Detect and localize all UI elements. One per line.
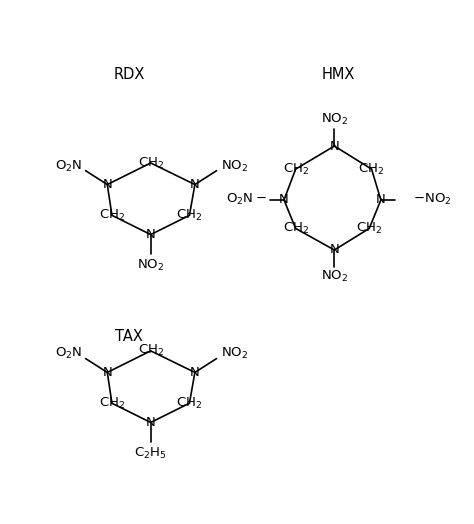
Text: N: N	[146, 416, 155, 429]
Text: N: N	[102, 178, 112, 191]
Text: $\mathrm{O_2N}$: $\mathrm{O_2N}$	[55, 158, 82, 173]
Text: N: N	[329, 244, 339, 256]
Text: $\mathrm{CH_2}$: $\mathrm{CH_2}$	[176, 396, 202, 411]
Text: $\mathrm{O_2N-}$: $\mathrm{O_2N-}$	[226, 192, 267, 208]
Text: $\mathrm{NO_2}$: $\mathrm{NO_2}$	[221, 346, 249, 362]
Text: $\mathrm{CH_2}$: $\mathrm{CH_2}$	[356, 221, 383, 236]
Text: $\mathrm{O_2N}$: $\mathrm{O_2N}$	[55, 346, 82, 362]
Text: $\mathrm{CH_2}$: $\mathrm{CH_2}$	[137, 343, 164, 358]
Text: $\mathrm{NO_2}$: $\mathrm{NO_2}$	[321, 269, 348, 285]
Text: $\mathrm{CH_2}$: $\mathrm{CH_2}$	[99, 396, 125, 411]
Text: N: N	[102, 366, 112, 379]
Text: N: N	[146, 228, 155, 241]
Text: $\mathrm{NO_2}$: $\mathrm{NO_2}$	[221, 158, 249, 173]
Text: $\mathrm{C_2H_5}$: $\mathrm{C_2H_5}$	[134, 446, 167, 461]
Text: TAX: TAX	[115, 329, 143, 344]
Text: $\mathrm{NO_2}$: $\mathrm{NO_2}$	[321, 112, 348, 127]
Text: N: N	[190, 178, 200, 191]
Text: N: N	[329, 139, 339, 152]
Text: RDX: RDX	[113, 67, 145, 82]
Text: $\mathrm{CH_2}$: $\mathrm{CH_2}$	[283, 161, 309, 177]
Text: N: N	[190, 366, 200, 379]
Text: HMX: HMX	[321, 67, 355, 82]
Text: $\mathrm{CH_2}$: $\mathrm{CH_2}$	[358, 161, 385, 177]
Text: N: N	[376, 193, 386, 206]
Text: $\mathrm{CH_2}$: $\mathrm{CH_2}$	[176, 208, 202, 223]
Text: $\mathrm{CH_2}$: $\mathrm{CH_2}$	[137, 156, 164, 170]
Text: $\mathrm{-NO_2}$: $\mathrm{-NO_2}$	[413, 192, 452, 208]
Text: $\mathrm{NO_2}$: $\mathrm{NO_2}$	[137, 258, 164, 273]
Text: $\mathrm{CH_2}$: $\mathrm{CH_2}$	[283, 221, 309, 236]
Text: N: N	[279, 193, 289, 206]
Text: $\mathrm{CH_2}$: $\mathrm{CH_2}$	[99, 208, 125, 223]
